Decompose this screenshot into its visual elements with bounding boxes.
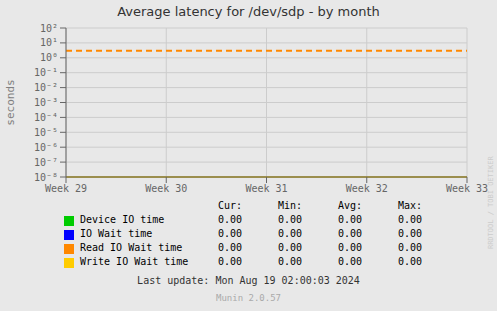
svg-text:10⁻³: 10⁻³	[34, 97, 58, 108]
html-text:0.00: 0.00	[398, 256, 422, 267]
html-text:Average latency for /dev/sdp -: Average latency for /dev/sdp - by month	[117, 4, 380, 19]
svg-text:10⁻¹: 10⁻¹	[34, 67, 58, 78]
html-text:Device IO time: Device IO time	[80, 214, 165, 225]
html-text:Avg:: Avg:	[338, 200, 362, 211]
svg-text:Week 30: Week 30	[145, 183, 187, 194]
html-text:0.00: 0.00	[218, 228, 242, 239]
html-text:0.00: 0.00	[218, 214, 242, 225]
html-text:0.00: 0.00	[278, 256, 302, 267]
html-text:Min:: Min:	[278, 200, 302, 211]
svg-text:Week 31: Week 31	[245, 183, 287, 194]
svg-text:10⁻⁵: 10⁻⁵	[34, 127, 58, 138]
html-text:Read IO Wait time: Read IO Wait time	[80, 242, 183, 253]
html-text:0.00: 0.00	[218, 242, 242, 253]
html-text:Write IO Wait time: Write IO Wait time	[80, 256, 189, 267]
html-text:RRDTOOL / TOBI OETIKER: RRDTOOL / TOBI OETIKER	[487, 156, 495, 250]
svg-text:10¹: 10¹	[40, 37, 58, 48]
svg-text:Week 32: Week 32	[346, 183, 388, 194]
html-text:0.00: 0.00	[398, 228, 422, 239]
html-text:0.00: 0.00	[398, 242, 422, 253]
svg-text:10⁻⁷: 10⁻⁷	[34, 157, 58, 168]
svg-text:10²: 10²	[40, 23, 58, 34]
html-text:Cur:: Cur:	[218, 200, 242, 211]
svg-text:10⁻⁴: 10⁻⁴	[34, 112, 58, 123]
svg-text:Week 33: Week 33	[446, 183, 488, 194]
html-text:0.00: 0.00	[338, 256, 362, 267]
svg-text:Week 29: Week 29	[45, 183, 87, 194]
html-text:0.00: 0.00	[338, 242, 362, 253]
svg-text:10⁻⁶: 10⁻⁶	[34, 142, 58, 153]
html-text:Max:: Max:	[398, 200, 422, 211]
html-text:0.00: 0.00	[278, 242, 302, 253]
svg-text:seconds: seconds	[8, 79, 17, 125]
html-text:0.00: 0.00	[278, 214, 302, 225]
html-text:Munin 2.0.57: Munin 2.0.57	[216, 293, 281, 303]
svg-text:10⁻⁸: 10⁻⁸	[34, 172, 58, 183]
html-text:0.00: 0.00	[338, 214, 362, 225]
html-text:0.00: 0.00	[398, 214, 422, 225]
html-text:Last update: Mon Aug 19 02:00:: Last update: Mon Aug 19 02:00:03 2024	[137, 275, 360, 286]
svg-text:10⁻²: 10⁻²	[34, 82, 58, 93]
html-text:0.00: 0.00	[278, 228, 302, 239]
html-text:0.00: 0.00	[218, 256, 242, 267]
svg-text:10⁰: 10⁰	[40, 52, 58, 63]
html-text:0.00: 0.00	[338, 228, 362, 239]
html-text:IO Wait time: IO Wait time	[80, 228, 153, 239]
